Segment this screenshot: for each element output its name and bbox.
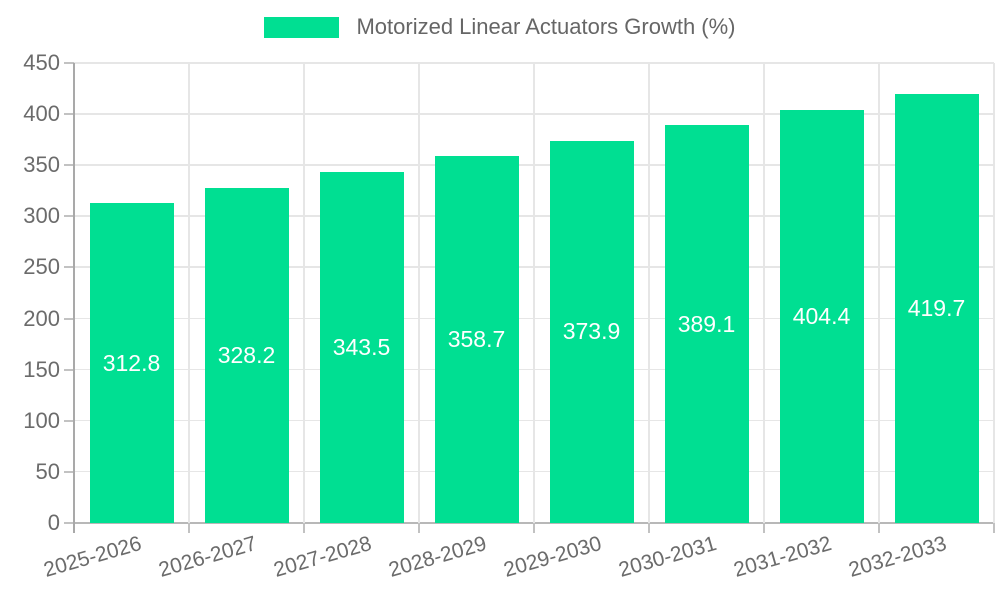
x-tick <box>533 523 535 533</box>
y-axis-line <box>73 63 75 533</box>
y-axis-label: 400 <box>23 101 60 127</box>
y-axis-label: 250 <box>23 254 60 280</box>
bar-value-label: 328.2 <box>217 341 276 368</box>
v-gridline <box>188 63 190 523</box>
y-tick <box>64 470 74 473</box>
x-axis-label: 2030-2031 <box>616 531 720 582</box>
x-tick <box>418 523 420 533</box>
bar-value-label: 373.9 <box>562 318 621 345</box>
x-axis-label: 2031-2032 <box>731 531 835 582</box>
bar-value-label: 312.8 <box>102 349 161 376</box>
bar[interactable]: 312.8 <box>89 203 174 523</box>
x-axis-label: 2032-2033 <box>846 531 950 582</box>
y-axis-label: 200 <box>23 305 60 331</box>
bar-value-label: 358.7 <box>447 326 506 353</box>
y-axis-label: 100 <box>23 407 60 433</box>
v-gridline <box>993 63 995 523</box>
bar[interactable]: 389.1 <box>664 125 749 523</box>
y-tick <box>64 368 74 371</box>
legend-label: Motorized Linear Actuators Growth (%) <box>356 14 736 39</box>
v-gridline <box>533 63 535 523</box>
bar[interactable]: 373.9 <box>549 140 634 523</box>
y-tick <box>64 522 74 524</box>
bar[interactable]: 328.2 <box>204 187 289 523</box>
h-gridline <box>74 62 994 64</box>
y-axis-label: 150 <box>23 356 60 382</box>
v-gridline <box>763 63 765 523</box>
bar[interactable]: 419.7 <box>894 93 979 523</box>
x-axis-label: 2026-2027 <box>156 531 260 582</box>
chart-legend[interactable]: Motorized Linear Actuators Growth (%) <box>0 14 1000 40</box>
v-gridline <box>418 63 420 523</box>
x-tick <box>648 523 650 533</box>
v-gridline <box>303 63 305 523</box>
bar-value-label: 419.7 <box>907 294 966 321</box>
y-tick <box>64 419 74 422</box>
y-axis-label: 50 <box>35 458 60 484</box>
y-tick <box>64 113 74 116</box>
bar-value-label: 389.1 <box>677 310 736 337</box>
y-axis-label: 350 <box>23 152 60 178</box>
x-axis-label: 2025-2026 <box>41 531 145 582</box>
y-tick <box>64 317 74 320</box>
x-tick <box>188 523 190 533</box>
bar[interactable]: 358.7 <box>434 156 519 523</box>
y-axis-label: 450 <box>23 50 60 75</box>
y-tick <box>64 62 74 64</box>
x-axis-label: 2027-2028 <box>271 531 375 582</box>
y-tick <box>64 164 74 167</box>
y-tick <box>64 215 74 218</box>
bar-value-label: 404.4 <box>792 302 851 329</box>
v-gridline <box>648 63 650 523</box>
legend-swatch <box>264 16 340 38</box>
bar-value-label: 343.5 <box>332 333 391 360</box>
x-tick <box>878 523 880 533</box>
x-tick <box>303 523 305 533</box>
x-axis-label: 2028-2029 <box>386 531 490 582</box>
v-gridline <box>878 63 880 523</box>
y-tick <box>64 266 74 269</box>
x-tick <box>993 523 995 533</box>
y-axis-label: 0 <box>47 510 60 535</box>
x-axis-label: 2029-2030 <box>501 531 605 582</box>
bar[interactable]: 404.4 <box>779 109 864 523</box>
y-axis-label: 300 <box>23 203 60 229</box>
bar[interactable]: 343.5 <box>319 171 404 523</box>
x-tick <box>763 523 765 533</box>
